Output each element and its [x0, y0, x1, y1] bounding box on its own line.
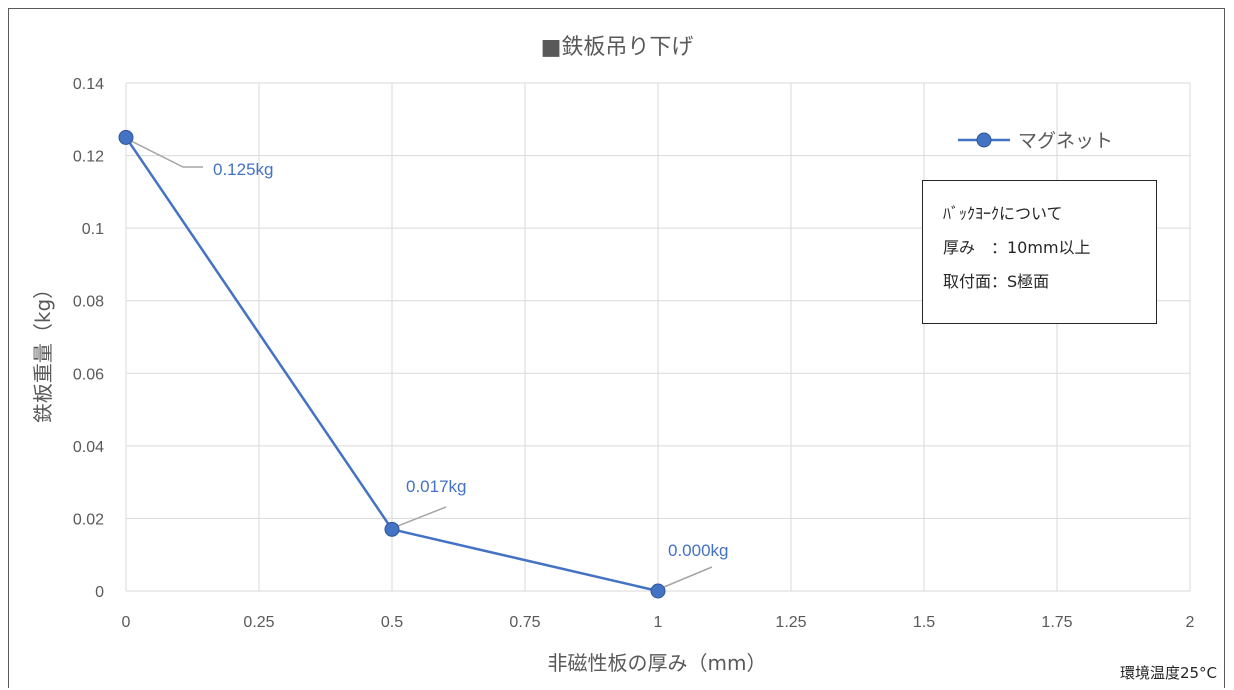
footnote: 環境温度25°C	[1119, 664, 1217, 682]
y-axis-title: 鉄板重量（kg）	[31, 279, 55, 423]
x-tick-label: 1	[654, 614, 663, 631]
x-tick-label: 0	[122, 614, 131, 631]
y-tick-label: 0.06	[73, 366, 104, 383]
data-label: 0.125kg	[213, 160, 274, 179]
label-leader-lines	[127, 138, 713, 588]
y-tick-label: 0.1	[82, 221, 104, 238]
x-tick-label: 0.75	[509, 614, 540, 631]
data-point	[384, 521, 400, 537]
data-labels: 0.125kg 0.017kg 0.000kg	[213, 160, 729, 560]
y-tick-labels: 0 0.02 0.04 0.06 0.08 0.1 0.12 0.14	[73, 76, 104, 601]
data-point	[650, 583, 666, 599]
x-tick-label: 1.5	[913, 614, 935, 631]
y-tick-label: 0.08	[73, 294, 104, 311]
y-tick-label: 0	[95, 584, 104, 601]
x-tick-label: 0.5	[381, 614, 403, 631]
note-box: ﾊﾞｯｸﾖｰｸについて 厚み ：10mm以上 取付面：S極面	[922, 180, 1157, 324]
leader-line	[127, 138, 203, 168]
data-point	[118, 129, 134, 145]
data-label: 0.017kg	[406, 477, 467, 496]
y-tick-label: 0.04	[73, 439, 104, 456]
chart-title: ■鉄板吊り下げ	[541, 35, 694, 60]
x-tick-label: 1.25	[775, 614, 806, 631]
leader-line	[396, 506, 447, 528]
x-tick-label: 1.75	[1041, 614, 1072, 631]
legend-label: マグネット	[1018, 130, 1113, 152]
leader-line	[663, 566, 713, 588]
y-tick-label: 0.14	[73, 76, 104, 93]
grid	[125, 82, 1191, 592]
note-line-3: 取付面：S極面	[943, 272, 1050, 291]
x-tick-label: 0.25	[243, 614, 274, 631]
y-tick-label: 0.12	[73, 149, 104, 166]
data-label: 0.000kg	[668, 541, 729, 560]
x-tick-label: 2	[1186, 614, 1195, 631]
series-group	[118, 129, 666, 599]
x-tick-labels: 0 0.25 0.5 0.75 1 1.25 1.5 1.75 2	[122, 614, 1195, 631]
chart-frame	[8, 8, 1225, 688]
y-tick-label: 0.02	[73, 511, 104, 528]
legend[interactable]: マグネット	[958, 130, 1113, 152]
note-line-1: ﾊﾞｯｸﾖｰｸについて	[943, 204, 1063, 223]
note-line-2: 厚み ：10mm以上	[943, 238, 1091, 257]
x-axis-title: 非磁性板の厚み（mm）	[548, 651, 767, 675]
legend-marker	[976, 132, 992, 148]
